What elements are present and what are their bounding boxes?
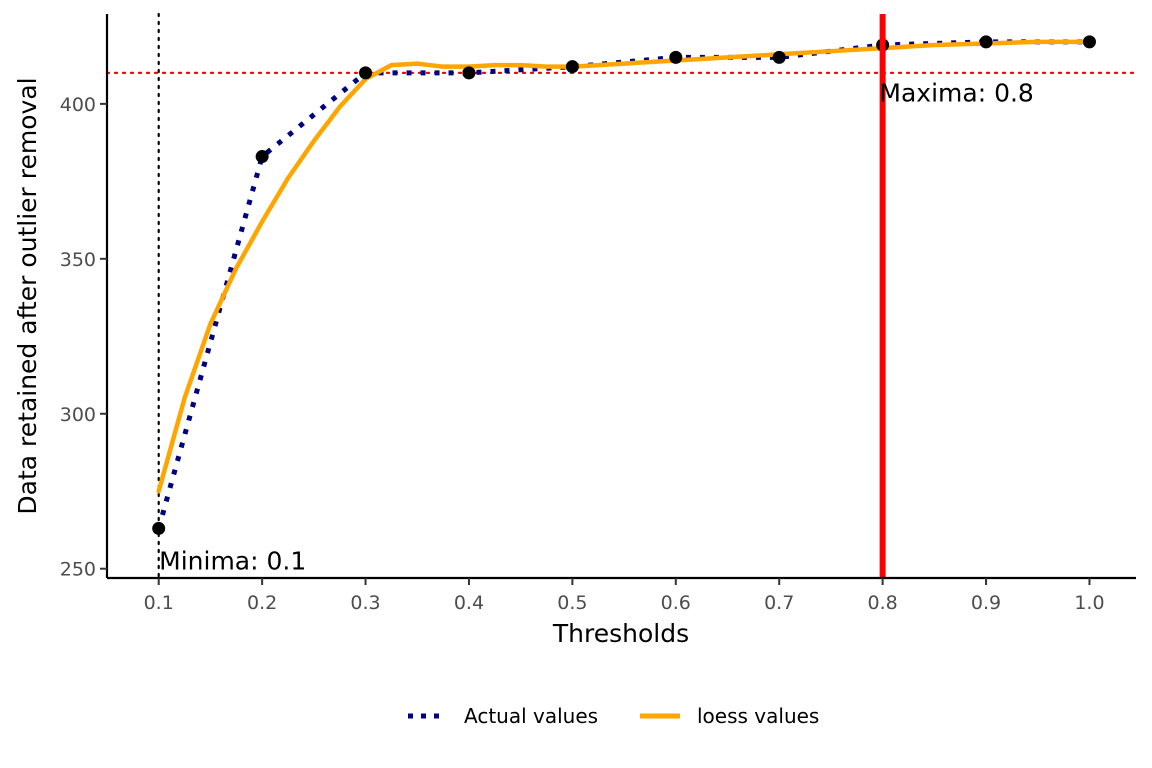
x-tick-label: 0.9 <box>971 592 1001 614</box>
x-tick-label: 0.3 <box>350 592 380 614</box>
data-point <box>772 50 786 64</box>
data-point <box>565 60 579 74</box>
data-point <box>979 35 993 49</box>
series-loess-values-line <box>156 39 1092 494</box>
y-axis-title: Data retained after outlier removal <box>13 77 42 514</box>
x-tick-label: 0.7 <box>764 592 794 614</box>
data-point <box>1082 35 1096 49</box>
data-point <box>669 50 683 64</box>
legend-item-loess: loess values <box>640 704 819 728</box>
y-tick-label: 400 <box>60 94 96 116</box>
x-tick-label: 0.1 <box>144 592 174 614</box>
y-tick-label: 350 <box>60 249 96 271</box>
x-tick-label: 1.0 <box>1074 592 1104 614</box>
x-tick-label: 0.6 <box>661 592 691 614</box>
series-actual-values-line <box>156 39 1090 530</box>
x-tick-label: 0.5 <box>557 592 587 614</box>
legend: Actual values loess values <box>408 704 819 728</box>
x-tick-label: 0.2 <box>247 592 277 614</box>
legend-label-loess: loess values <box>697 704 819 728</box>
y-axis-ticks: 250 300 350 400 <box>60 94 107 581</box>
chart-marks <box>105 12 1138 580</box>
legend-label-actual: Actual values <box>464 704 598 728</box>
data-point <box>255 150 269 164</box>
data-point <box>152 521 166 535</box>
x-axis-ticks: 0.1 0.2 0.3 0.4 0.5 0.6 0.7 0.8 0.9 1.0 <box>144 578 1105 614</box>
y-tick-label: 250 <box>60 559 96 581</box>
x-tick-label: 0.8 <box>868 592 898 614</box>
x-axis-title: Thresholds <box>552 619 689 648</box>
y-tick-label: 300 <box>60 404 96 426</box>
minima-annotation: Minima: 0.1 <box>159 546 306 575</box>
data-point <box>462 66 476 80</box>
x-tick-label: 0.4 <box>454 592 484 614</box>
maxima-annotation: Maxima: 0.8 <box>879 79 1033 108</box>
legend-item-actual: Actual values <box>408 704 598 728</box>
data-point <box>359 66 373 80</box>
